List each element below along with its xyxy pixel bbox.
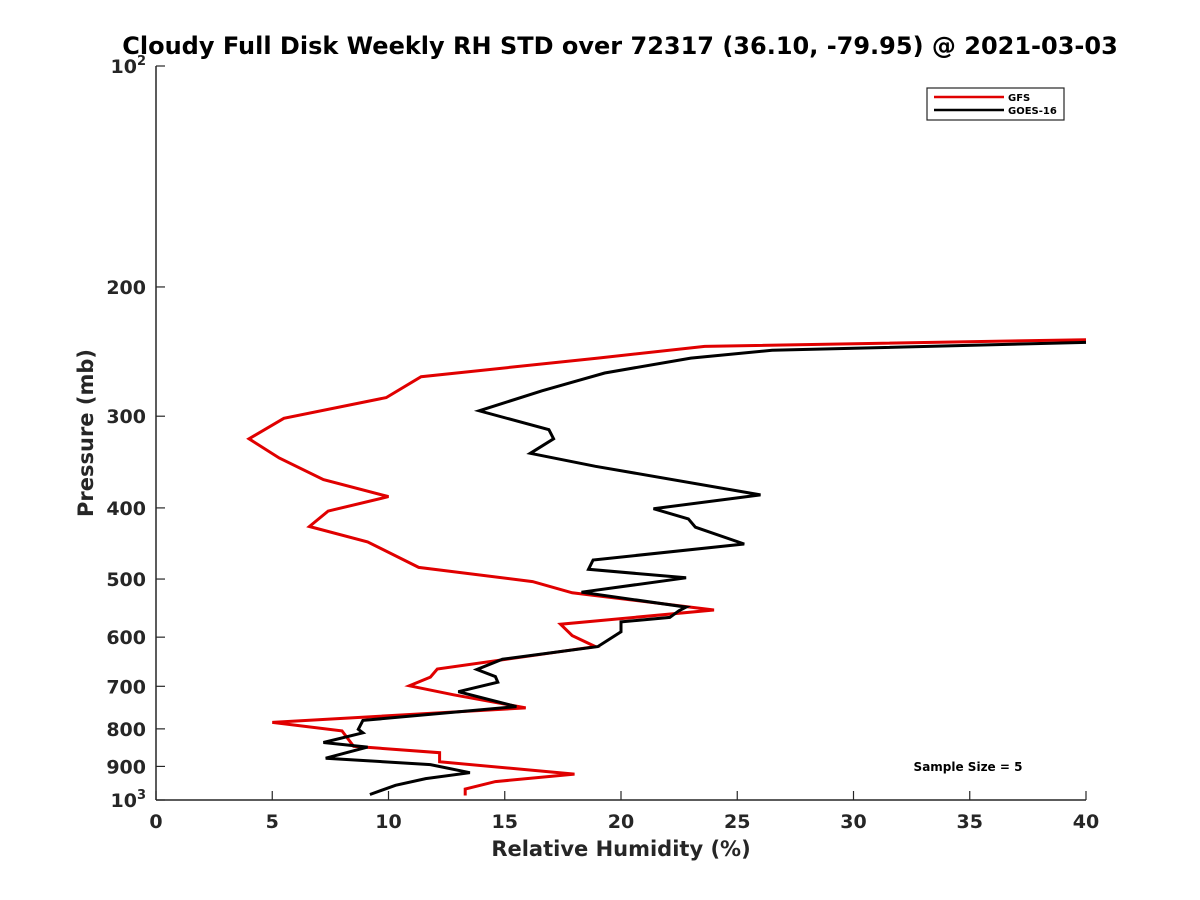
chart-title: Cloudy Full Disk Weekly RH STD over 7231… bbox=[122, 32, 1118, 60]
y-tick-label: 400 bbox=[106, 498, 146, 520]
x-tick-label: 10 bbox=[375, 811, 401, 833]
legend-label-gfs: GFS bbox=[1008, 93, 1030, 104]
x-tick-label: 5 bbox=[266, 811, 279, 833]
x-tick-label: 25 bbox=[724, 811, 750, 833]
legend-box bbox=[926, 87, 1065, 121]
legend: GFS GOES-16 bbox=[926, 87, 1065, 121]
y-tick-label: 500 bbox=[106, 569, 146, 591]
legend-label-goes16: GOES-16 bbox=[1008, 106, 1057, 117]
y-tick-label: 800 bbox=[106, 719, 146, 741]
y-tick-label: 200 bbox=[106, 277, 146, 299]
sample-size-annotation: Sample Size = 5 bbox=[914, 760, 1023, 774]
x-ticks: 0 5 10 15 20 25 30 35 40 bbox=[149, 791, 1099, 833]
plot-area: 0 5 10 15 20 25 30 35 40 102 200 300 400 500 600 700 80… bbox=[106, 54, 1099, 833]
y-tick-label: 700 bbox=[106, 676, 146, 698]
x-tick-label: 0 bbox=[149, 811, 162, 833]
y-tick-label: 300 bbox=[106, 406, 146, 428]
y-tick-label: 600 bbox=[106, 627, 146, 649]
x-axis-label: Relative Humidity (%) bbox=[491, 837, 750, 861]
x-tick-label: 20 bbox=[608, 811, 634, 833]
y-tick-label: 103 bbox=[111, 788, 147, 812]
series-line-goes16 bbox=[323, 340, 1087, 796]
x-tick-label: 30 bbox=[840, 811, 866, 833]
x-tick-label: 35 bbox=[957, 811, 983, 833]
y-tick-label: 900 bbox=[106, 756, 146, 778]
y-ticks: 102 200 300 400 500 600 700 800 900 103 bbox=[106, 54, 165, 812]
series-line-gfs bbox=[246, 338, 1087, 796]
x-tick-label: 15 bbox=[492, 811, 518, 833]
series-layer bbox=[246, 338, 1087, 796]
y-tick-label: 102 bbox=[111, 54, 147, 78]
x-tick-label: 40 bbox=[1073, 811, 1099, 833]
y-axis-label: Pressure (mb) bbox=[74, 349, 98, 517]
